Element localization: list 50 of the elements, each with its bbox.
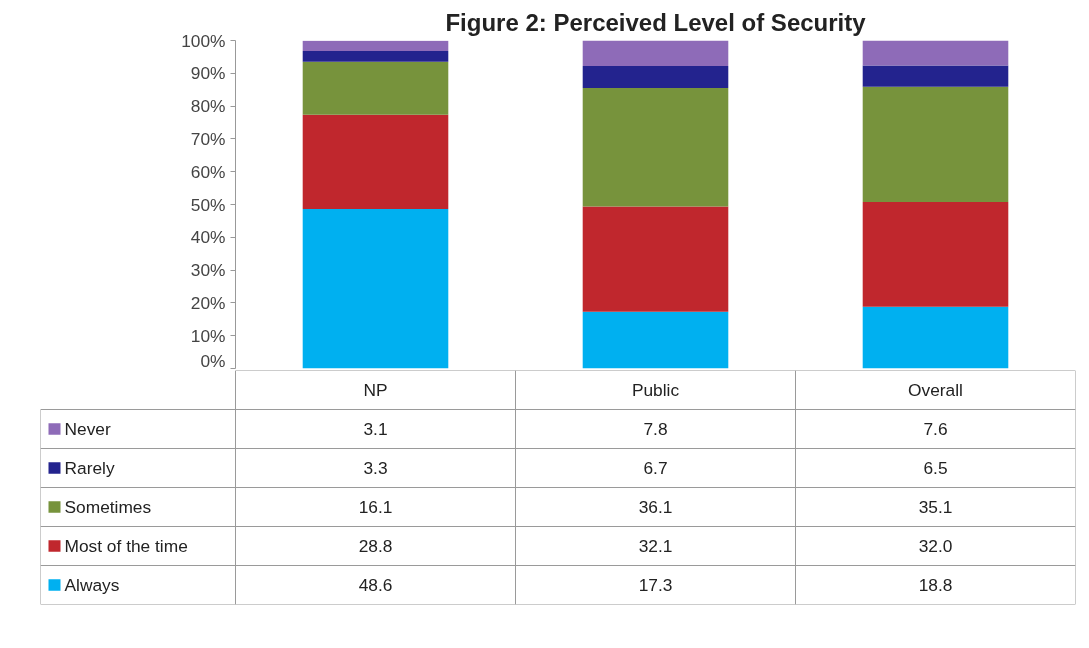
y-tick-label: 10%: [190, 325, 226, 346]
data-label: 35.1: [918, 497, 953, 517]
data-label: 28.8: [358, 536, 393, 556]
data-label: 18.8: [918, 575, 953, 595]
bar: [582, 206, 729, 312]
y-tick-label: 0%: [200, 350, 226, 371]
legend-label: Most of the time: [64, 536, 188, 556]
bar: [582, 88, 729, 207]
bar: [302, 51, 449, 62]
bar: [862, 65, 1009, 87]
data-label: 17.3: [638, 575, 673, 595]
y-tick-label: 20%: [190, 292, 226, 313]
y-tick-label: 100%: [181, 30, 226, 51]
y-tick-label: 40%: [190, 227, 226, 248]
x-tick-label: NP: [363, 380, 388, 400]
legend-label: Rarely: [64, 458, 115, 478]
bar: [302, 114, 449, 210]
bar: [582, 40, 729, 67]
data-label: 32.0: [918, 536, 953, 556]
y-tick-label: 30%: [190, 260, 226, 281]
bar: [302, 209, 449, 369]
bar: [862, 40, 1009, 66]
data-label: 32.1: [638, 536, 673, 556]
y-tick-label: 50%: [190, 194, 226, 215]
bar: [862, 201, 1009, 307]
x-tick-label: Overall: [908, 380, 963, 400]
data-label: 7.6: [923, 419, 948, 439]
bar: [862, 86, 1009, 202]
data-label: 3.1: [363, 419, 388, 439]
bar: [582, 66, 729, 89]
bar: [302, 61, 449, 115]
data-label: 7.8: [643, 419, 668, 439]
x-tick-label: Public: [631, 380, 680, 400]
y-tick-label: 90%: [190, 63, 226, 84]
y-tick-label: 60%: [190, 161, 226, 182]
bar: [302, 40, 449, 51]
legend-label: Always: [64, 575, 120, 595]
data-label: 16.1: [358, 497, 393, 517]
legend-label: Sometimes: [64, 497, 152, 517]
chart-title: Figure 2: Perceived Level of Security: [445, 8, 867, 36]
y-tick-label: 80%: [190, 96, 226, 117]
data-label: 6.5: [923, 458, 948, 478]
bar: [582, 311, 729, 369]
y-tick-label: 70%: [190, 128, 226, 149]
bar: [862, 306, 1009, 369]
data-label: 48.6: [358, 575, 393, 595]
data-label: 3.3: [363, 458, 388, 478]
legend-label: Never: [64, 419, 111, 439]
data-label: 36.1: [638, 497, 673, 517]
data-label: 6.7: [643, 458, 668, 478]
